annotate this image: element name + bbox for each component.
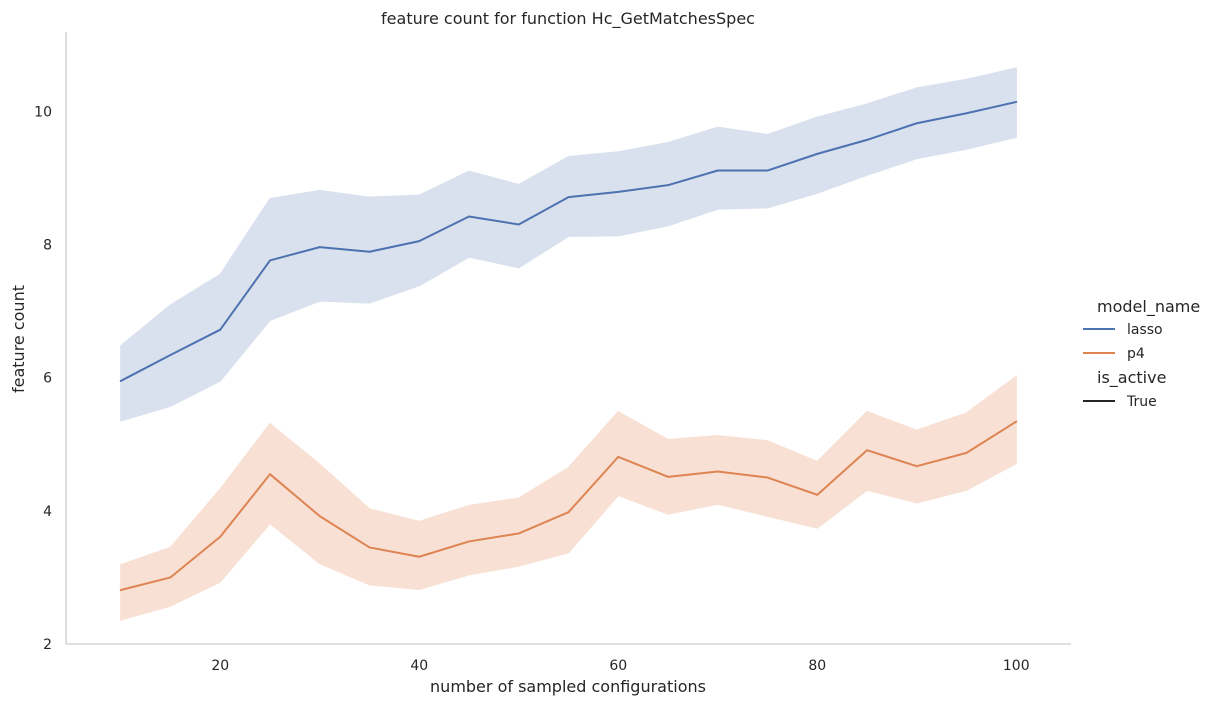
x-tick-label: 40: [410, 658, 428, 674]
x-tick-label: 20: [211, 658, 229, 674]
series-line-lasso: [119, 100, 1018, 382]
y-tick-label: 4: [43, 504, 52, 520]
y-tick-label: 6: [43, 371, 52, 387]
chart-title: feature count for function Hc_GetMatches…: [381, 9, 755, 29]
legend-label-p4: p4: [1127, 346, 1145, 362]
x-tick-label: 60: [609, 658, 627, 674]
series-line-p4: [119, 420, 1018, 592]
confidence-bands: [120, 67, 1017, 621]
legend-label-lasso: lasso: [1127, 322, 1163, 338]
ci-band-lasso: [120, 67, 1017, 422]
legend-hue-title: model_name: [1097, 297, 1200, 317]
y-tick-label: 8: [43, 237, 52, 253]
x-tick-label: 80: [808, 658, 826, 674]
legend: model_name lasso p4 is_active True: [1083, 297, 1200, 410]
legend-style-title: is_active: [1097, 368, 1166, 388]
y-tick-label: 10: [34, 104, 52, 120]
x-axis-label: number of sampled configurations: [430, 677, 706, 696]
y-axis-label: feature count: [9, 285, 28, 393]
x-axis-ticks: 20 40 60 80 100: [211, 658, 1029, 674]
x-tick-label: 100: [1003, 658, 1030, 674]
ci-band-p4: [120, 375, 1017, 621]
series-lines: [119, 100, 1018, 592]
y-axis-ticks: 2 4 6 8 10: [34, 104, 52, 653]
y-tick-label: 2: [43, 637, 52, 653]
legend-label-true: True: [1126, 394, 1157, 410]
